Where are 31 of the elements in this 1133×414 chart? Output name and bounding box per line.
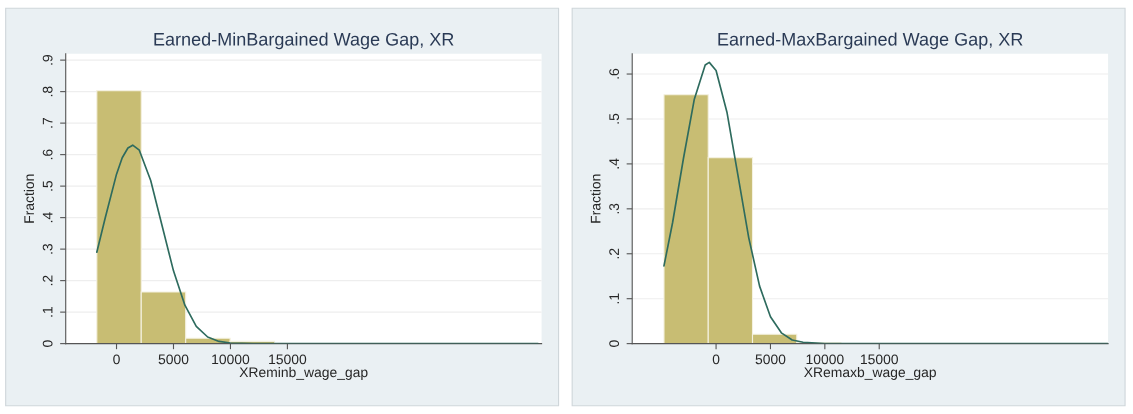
x-tick-label: 5000 [158,354,189,365]
y-tick-label: .1 [609,293,619,304]
y-tick-label: .3 [42,243,53,254]
y-tick-label: .6 [42,149,53,160]
y-tick-label: .6 [609,68,620,79]
x-axis-title: XReminb_wage_gap [239,366,368,380]
x-tick-label: 15000 [860,354,898,365]
y-tick-label: .5 [609,113,620,124]
y-axis-title: Fraction [23,174,35,223]
x-tick-label: 10000 [212,354,250,365]
x-tick-label: 15000 [269,354,307,365]
chart-title: Earned-MinBargained Wage Gap, XR [154,32,454,50]
x-axis-title: XRemaxb_wage_gap [804,366,936,380]
x-tick-label: 0 [113,354,120,365]
x-tick-label: 0 [712,354,720,365]
y-tick-label: .8 [42,86,53,97]
y-tick-label: .5 [42,180,53,191]
y-tick-label: .2 [609,248,619,259]
y-tick-label: 0 [42,340,53,347]
x-tick-label: 5000 [755,354,786,365]
y-tick-label: .4 [609,158,619,169]
y-tick-label: .1 [42,307,53,317]
y-tick-label: .2 [42,275,53,286]
y-tick-label: .7 [42,118,53,128]
y-tick-label: .4 [42,212,53,223]
y-tick-label: .3 [609,203,620,214]
y-tick-label: 0 [609,340,620,347]
y-axis-title: Fraction [590,174,601,223]
chart-title: Earned-MaxBargained Wage Gap, XR [718,32,1023,50]
y-tick-label: .9 [42,54,53,65]
x-tick-label: 10000 [806,354,844,365]
